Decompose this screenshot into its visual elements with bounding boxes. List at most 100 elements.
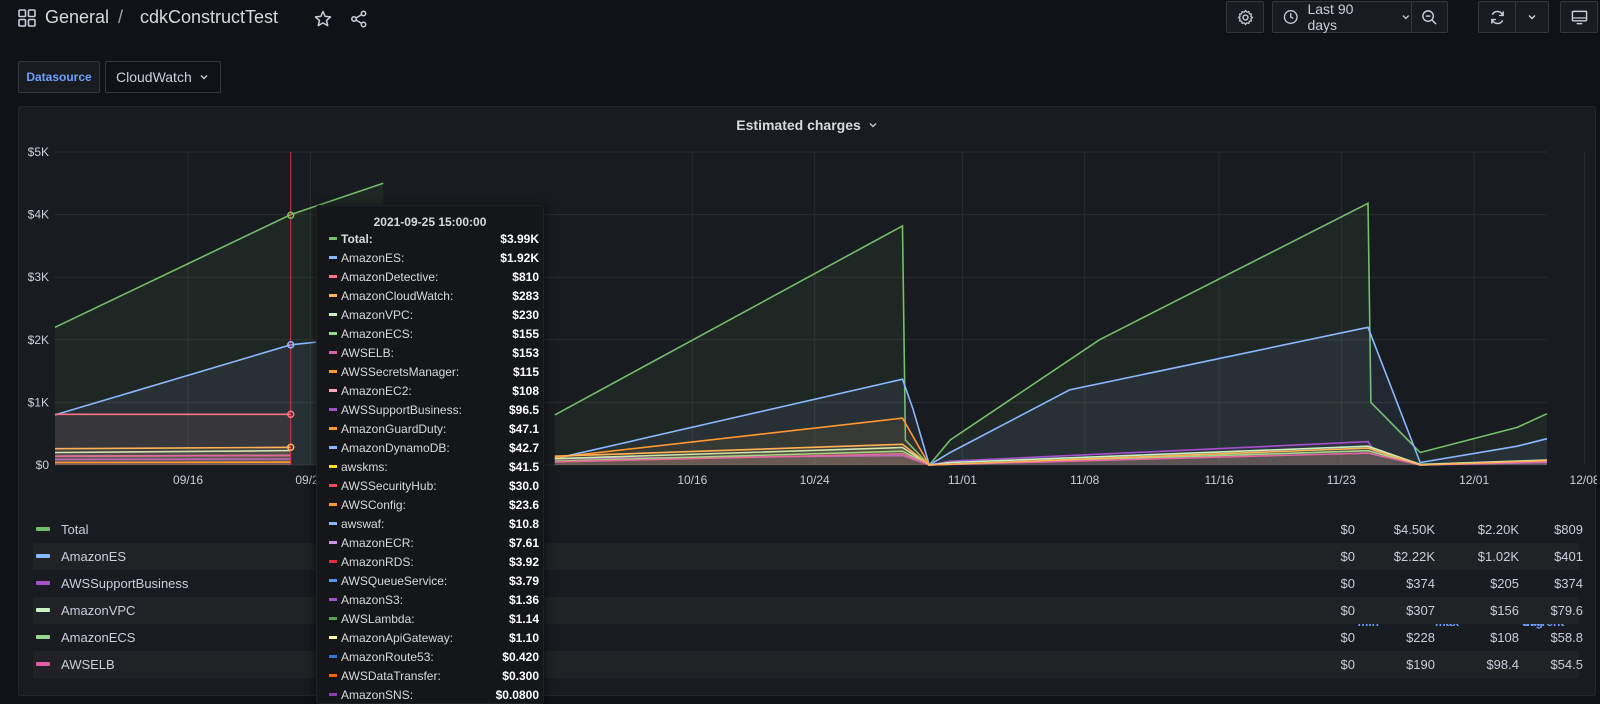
zoom-out-button[interactable]: [1411, 1, 1448, 33]
tooltip-series-name: AmazonS3:: [341, 593, 404, 607]
legend-series-color[interactable]: [36, 581, 50, 585]
tooltip-series-value: $108: [512, 384, 539, 398]
tooltip-row: AmazonVPC: $230: [329, 306, 539, 325]
legend-series-color[interactable]: [36, 554, 50, 558]
view-mode-button[interactable]: [1560, 1, 1598, 33]
legend-value-avg: $98.4: [1486, 657, 1519, 672]
tooltip-series-value: $10.8: [508, 517, 539, 531]
tooltip-series-name: Total:: [341, 232, 373, 246]
tooltip-series-color: [329, 408, 337, 411]
y-tick-label: $3K: [28, 270, 49, 284]
breadcrumb-separator: /: [118, 7, 124, 27]
legend-value-min: $0: [1340, 603, 1355, 618]
series-area: [554, 327, 1547, 465]
tooltip-series-name: AWSLambda:: [341, 612, 415, 626]
series-line[interactable]: [54, 449, 291, 454]
legend-row[interactable]: Total $0 $4.50K $2.20K $809: [33, 516, 1583, 543]
legend-series-name[interactable]: AmazonES: [61, 549, 127, 564]
tooltip-series-color: [329, 256, 337, 259]
hover-point: [286, 443, 295, 452]
legend-series-name[interactable]: AWSSupportBusiness: [61, 576, 189, 591]
legend-series-color[interactable]: [36, 527, 50, 531]
tooltip-series-value: $153: [512, 346, 539, 360]
dashboards-grid-icon[interactable]: [18, 9, 36, 27]
legend-row[interactable]: AmazonVPC $0 $307 $156 $79.6: [33, 597, 1583, 624]
legend-series-color[interactable]: [36, 662, 50, 666]
legend-row[interactable]: AmazonES $0 $2.22K $1.02K $401: [33, 543, 1583, 570]
x-tick-label: 10/16: [677, 473, 707, 487]
datasource-select[interactable]: CloudWatch: [105, 61, 221, 93]
legend-series-name[interactable]: Total: [61, 522, 89, 537]
legend-value-current: $809: [1554, 522, 1583, 537]
legend-series-color[interactable]: [36, 608, 50, 612]
legend-row[interactable]: AWSSupportBusiness $0 $374 $205 $374: [33, 570, 1583, 597]
panel-title[interactable]: Estimated charges: [19, 117, 1595, 133]
dashboard-title[interactable]: cdkConstructTest: [140, 7, 279, 27]
share-icon[interactable]: [350, 10, 368, 28]
tooltip-series-name: AmazonCloudWatch:: [341, 289, 454, 303]
tooltip-series-color: [329, 370, 337, 373]
legend-value-max: $190: [1406, 657, 1435, 672]
legend-series-name[interactable]: AmazonECS: [61, 630, 136, 645]
tooltip-row: AmazonApiGateway: $1.10: [329, 629, 539, 648]
tooltip-series-color: [329, 237, 337, 240]
tooltip-series-color: [329, 636, 337, 639]
x-tick-label: 11/01: [948, 473, 977, 487]
x-tick-label: 10/24: [800, 473, 830, 487]
series-line[interactable]: [554, 417, 930, 466]
tooltip-series-color: [329, 560, 337, 563]
dashboard-navbar: General / cdkConstructTest Last 90 days: [0, 0, 1600, 40]
tooltip-row: AWSConfig: $23.6: [329, 496, 539, 515]
series-area: [55, 447, 291, 465]
tooltip-series-color: [329, 693, 337, 696]
refresh-interval-picker[interactable]: [1515, 1, 1549, 33]
tooltip-time: 2021-09-25 15:00:00: [373, 215, 487, 229]
dashboard-settings-button[interactable]: [1226, 1, 1264, 33]
series-area: [55, 183, 384, 466]
time-range-picker[interactable]: Last 90 days: [1272, 1, 1412, 33]
legend-series-name[interactable]: AWSELB: [61, 657, 115, 672]
legend-series-color[interactable]: [36, 635, 50, 639]
tooltip-series-color: [329, 351, 337, 354]
tooltip-row: AmazonCloudWatch: $283: [329, 287, 539, 306]
legend-series-name[interactable]: AmazonVPC: [61, 603, 136, 618]
tooltip-series-name: AmazonECR:: [341, 536, 414, 550]
breadcrumb-folder[interactable]: General: [45, 7, 110, 27]
tooltip-row: AmazonRDS: $3.92: [329, 553, 539, 572]
tooltip-series-color: [329, 294, 337, 297]
series-line[interactable]: [554, 443, 1548, 466]
tooltip-row: AmazonSNS: $0.0800: [329, 686, 539, 703]
series-line[interactable]: [54, 454, 291, 457]
tooltip-series-value: $115: [512, 365, 539, 379]
legend-value-min: $0: [1340, 522, 1355, 537]
hover-point: [286, 410, 295, 419]
tooltip-series-value: $810: [512, 270, 539, 284]
refresh-button[interactable]: [1478, 1, 1516, 33]
series-line[interactable]: [554, 202, 1548, 467]
tooltip-series-name: AWSSupportBusiness:: [341, 403, 462, 417]
legend-value-min: $0: [1340, 576, 1355, 591]
tooltip-row: AWSLambda: $1.14: [329, 610, 539, 629]
tooltip-series-value: $1.14: [508, 612, 539, 626]
tooltip-series-value: $283: [512, 289, 539, 303]
x-tick-label: 11/16: [1204, 473, 1233, 487]
refresh-icon: [1490, 10, 1504, 24]
tooltip-row: AmazonS3: $1.36: [329, 591, 539, 610]
x-tick-label: 09/16: [173, 473, 203, 487]
legend-value-avg: $108: [1490, 630, 1519, 645]
tooltip-series-name: AmazonDynamoDB:: [341, 441, 450, 455]
legend-value-max: $307: [1406, 603, 1435, 618]
legend-row[interactable]: AmazonECS $0 $228 $108 $58.8: [33, 624, 1583, 651]
tooltip-series-color: [329, 446, 337, 449]
clock-icon: [1283, 10, 1298, 24]
tooltip-series-value: $3.99K: [500, 232, 539, 246]
tooltip-series-color: [329, 598, 337, 601]
legend-row[interactable]: AWSELB $0 $190 $98.4 $54.5: [33, 651, 1583, 678]
tooltip-series-value: $0.0800: [495, 688, 539, 702]
x-tick-label: 11/23: [1327, 473, 1356, 487]
star-icon[interactable]: [314, 10, 332, 28]
series-line[interactable]: [554, 326, 1548, 467]
legend-value-max: $4.50K: [1393, 522, 1435, 537]
series-line[interactable]: [54, 446, 291, 450]
